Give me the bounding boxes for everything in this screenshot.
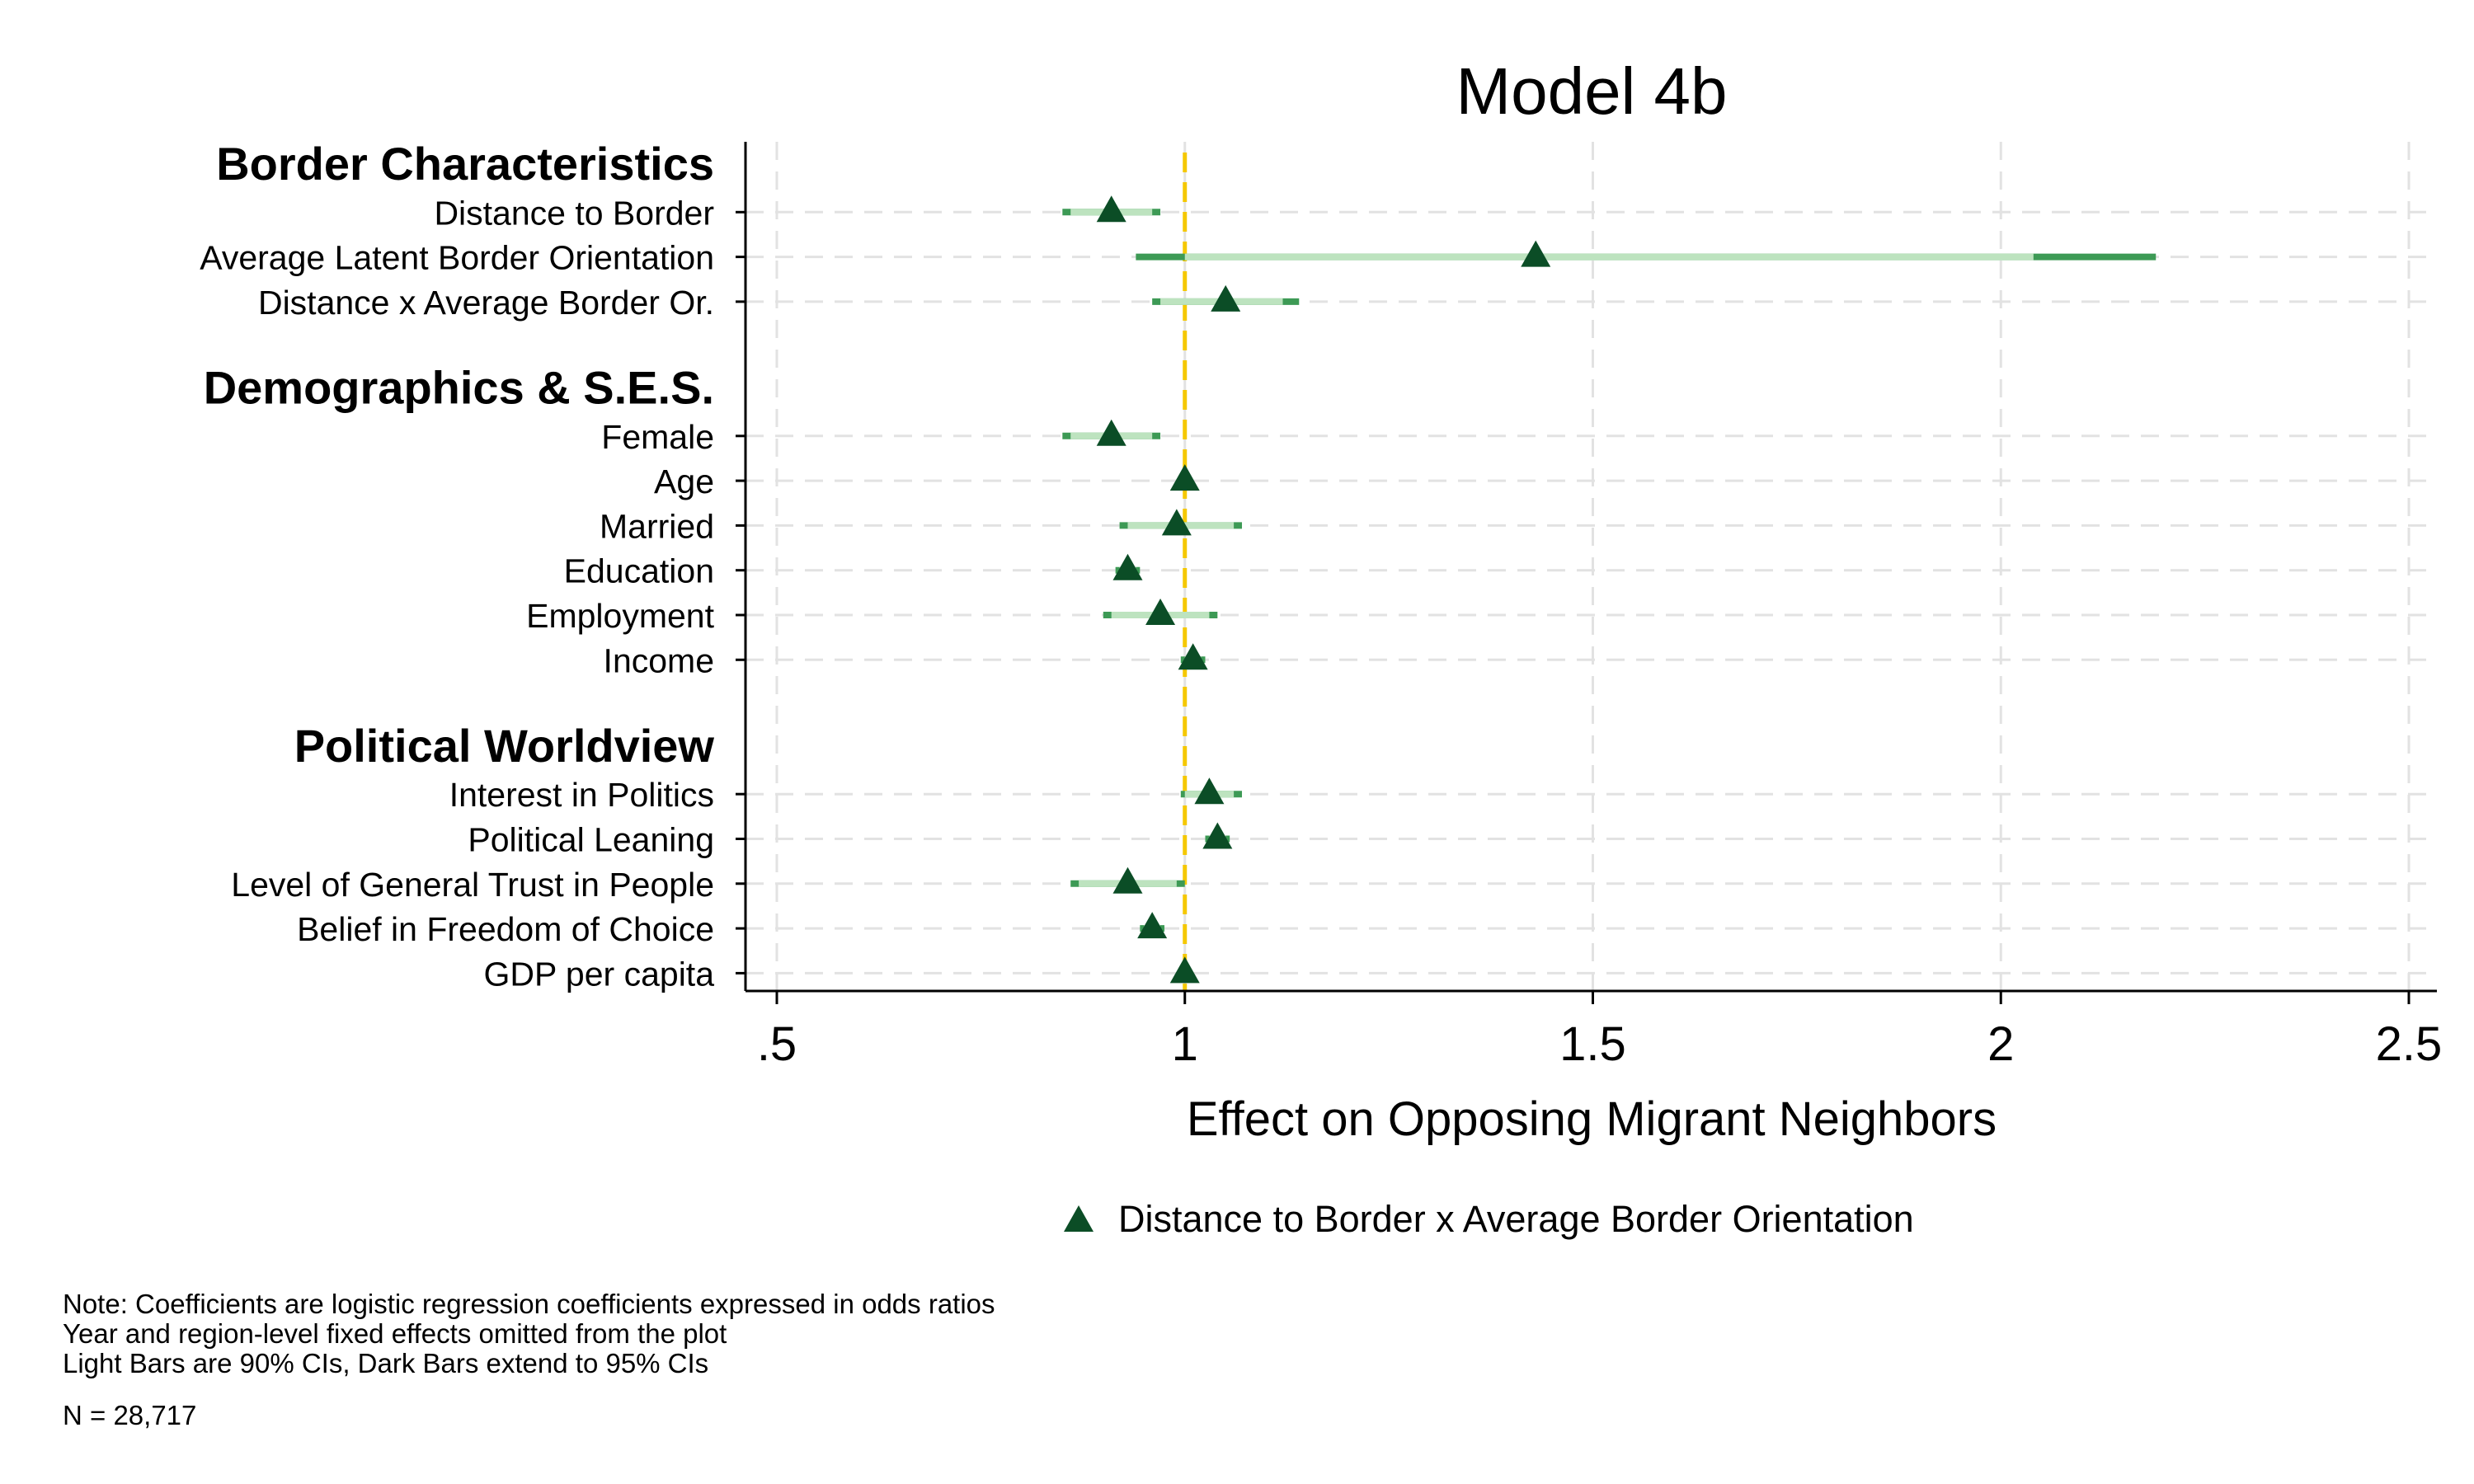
legend-label: Distance to Border x Average Border Orie… <box>1118 1198 1914 1240</box>
coefficient-label: Political Leaning <box>468 821 714 859</box>
coefficient-label: Distance x Average Border Or. <box>258 284 714 322</box>
sample-size: N = 28,717 <box>63 1400 197 1430</box>
coefficient-label: Belief in Freedom of Choice <box>297 910 714 948</box>
x-tick-label: .5 <box>757 1017 797 1071</box>
estimate-marker <box>1178 643 1208 670</box>
estimate-marker <box>1194 777 1225 805</box>
note-line-2: Year and region-level fixed effects omit… <box>63 1318 727 1349</box>
axes-layer <box>736 142 2437 1004</box>
coefficient-label: Level of General Trust in People <box>231 866 714 904</box>
coefficient-label: Female <box>601 418 714 456</box>
note-line-3: Light Bars are 90% CIs, Dark Bars extend… <box>63 1348 709 1378</box>
x-tick-label: 2.5 <box>2376 1017 2443 1071</box>
x-tick-label: 1 <box>1172 1017 1198 1071</box>
coefficient-label: Employment <box>526 597 714 635</box>
estimate-marker <box>1169 956 1200 984</box>
coefficient-label: Income <box>604 641 714 679</box>
legend: Distance to Border x Average Border Orie… <box>1064 1198 1914 1240</box>
estimate-marker <box>1137 912 1168 939</box>
estimate-marker <box>1112 866 1143 894</box>
estimate-marker <box>1096 419 1126 446</box>
estimate-marker <box>1145 599 1176 625</box>
x-tick-label: 2 <box>1987 1017 2014 1071</box>
estimate-marker <box>1096 195 1126 223</box>
estimate-marker <box>1169 464 1200 491</box>
coefficient-label: Average Latent Border Orientation <box>200 239 714 277</box>
estimate-marker <box>1112 553 1143 580</box>
legend-marker-triangle <box>1064 1205 1094 1232</box>
coefficient-label: Distance to Border <box>434 194 714 232</box>
group-heading: Political Worldview <box>294 720 715 772</box>
coefficient-label: GDP per capita <box>483 955 714 993</box>
estimate-marker <box>1521 240 1551 267</box>
x-tick-label: 1.5 <box>1559 1017 1626 1071</box>
coefficient-label: Education <box>564 552 714 590</box>
coefficient-label: Married <box>600 507 714 545</box>
chart-title: Model 4b <box>1456 54 1727 128</box>
group-heading: Border Characteristics <box>216 138 714 190</box>
estimate-marker <box>1161 509 1192 536</box>
note-line-1: Note: Coefficients are logistic regressi… <box>63 1289 995 1319</box>
coefficient-label: Interest in Politics <box>449 776 714 814</box>
grid-layer <box>745 142 2437 991</box>
x-axis-label: Effect on Opposing Migrant Neighbors <box>1187 1092 1997 1146</box>
coefficient-label: Age <box>654 463 714 500</box>
estimate-marker <box>1211 284 1241 312</box>
markers-layer <box>1096 195 1551 984</box>
ci-bars-layer <box>1062 209 2157 977</box>
group-heading: Demographics & S.E.S. <box>204 362 714 414</box>
labels-layer: Border Characteristics Distance to Border… <box>200 138 2442 1071</box>
estimate-marker <box>1202 822 1233 849</box>
